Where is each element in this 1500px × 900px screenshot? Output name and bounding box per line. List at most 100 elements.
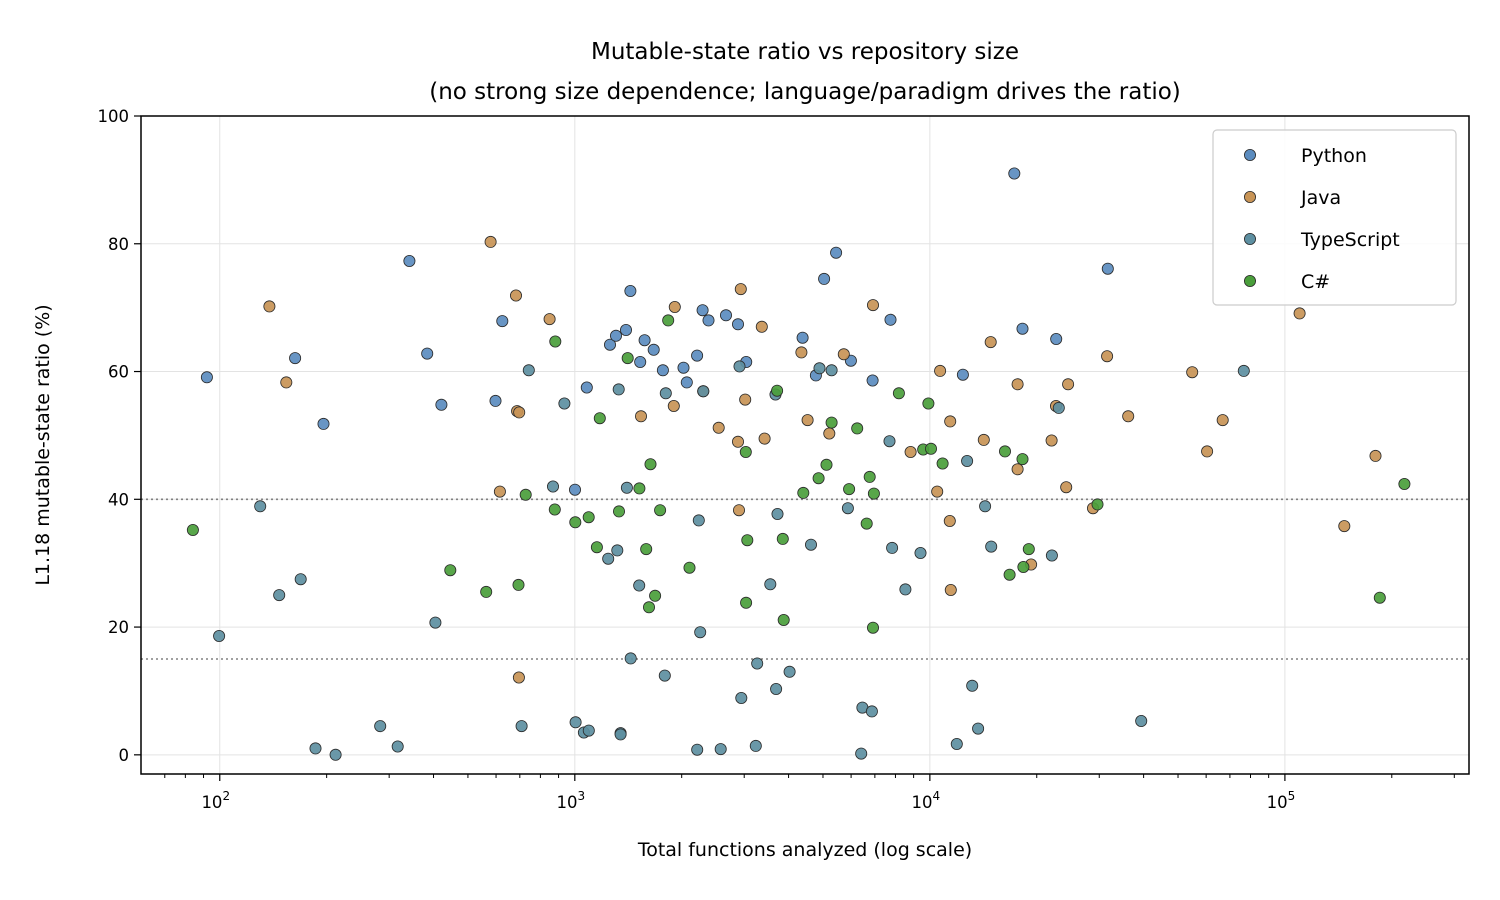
point-python <box>732 318 745 331</box>
point-python <box>656 364 669 377</box>
x-axis-label: Total functions analyzed (log scale) <box>637 839 972 861</box>
legend-label-typescript: TypeScript <box>1300 229 1400 251</box>
point-java <box>934 364 947 377</box>
point-java <box>837 348 850 361</box>
point-java <box>712 421 725 434</box>
point-python <box>435 398 448 411</box>
point-typescript <box>391 740 404 753</box>
point-java <box>263 300 276 313</box>
point-typescript <box>620 481 633 494</box>
point-python <box>796 331 809 344</box>
point-c <box>621 352 634 365</box>
point-typescript <box>329 748 342 761</box>
point-python <box>720 309 733 322</box>
point-java <box>1201 445 1214 458</box>
legend-marker-java <box>1244 190 1257 203</box>
point-java <box>944 584 957 597</box>
point-typescript <box>614 728 627 741</box>
point-java <box>280 376 293 389</box>
point-typescript <box>374 720 387 733</box>
point-java <box>904 445 917 458</box>
legend-label-python: Python <box>1301 145 1367 167</box>
point-python <box>403 254 416 267</box>
point-c <box>512 578 525 591</box>
point-typescript <box>751 657 764 670</box>
point-python <box>1101 262 1114 275</box>
point-c <box>444 564 457 577</box>
point-c <box>640 543 653 556</box>
legend-marker-typescript <box>1244 232 1257 245</box>
point-java <box>509 289 522 302</box>
point-c <box>590 541 603 554</box>
point-python <box>317 417 330 430</box>
point-python <box>691 349 704 362</box>
y-tick-label: 40 <box>108 490 129 509</box>
point-python <box>569 483 582 496</box>
point-java <box>984 336 997 349</box>
point-typescript <box>979 500 992 513</box>
point-java <box>1101 350 1114 363</box>
point-java <box>1122 410 1135 423</box>
point-java <box>493 485 506 498</box>
y-axis-ticks: 0 20 40 60 80 100 <box>98 107 141 765</box>
point-python <box>680 376 693 389</box>
y-tick-label: 20 <box>108 618 129 637</box>
point-python <box>956 368 969 381</box>
point-typescript <box>694 626 707 639</box>
point-typescript <box>733 360 746 373</box>
point-python <box>696 304 709 317</box>
point-java <box>801 414 814 427</box>
point-typescript <box>972 722 985 735</box>
point-c <box>936 457 949 470</box>
point-typescript <box>659 387 672 400</box>
point-java <box>795 346 808 359</box>
point-typescript <box>961 454 974 467</box>
point-python <box>866 374 879 387</box>
point-java <box>513 406 526 419</box>
point-typescript <box>309 742 322 755</box>
point-typescript <box>582 724 595 737</box>
point-typescript <box>633 579 646 592</box>
point-python <box>620 323 633 336</box>
point-java <box>734 283 747 296</box>
point-python <box>884 313 897 326</box>
point-c <box>1017 561 1030 574</box>
legend-marker-python <box>1244 148 1257 161</box>
point-java <box>1338 520 1351 533</box>
point-python <box>1050 332 1063 345</box>
point-c <box>892 387 905 400</box>
point-python <box>1016 322 1029 335</box>
reference-lines <box>141 498 1469 660</box>
point-c <box>654 504 667 517</box>
point-java <box>635 410 648 423</box>
point-typescript <box>841 502 854 515</box>
point-c <box>739 445 752 458</box>
x-tick-label: 102 <box>201 789 230 812</box>
point-typescript <box>602 552 615 565</box>
point-c <box>1003 568 1016 581</box>
point-c <box>480 585 493 598</box>
point-typescript <box>855 747 868 760</box>
point-typescript <box>714 743 727 756</box>
legend-label-java: Java <box>1300 187 1341 209</box>
point-java <box>732 435 745 448</box>
point-c <box>825 416 838 429</box>
point-typescript <box>783 665 796 678</box>
point-java <box>1186 366 1199 379</box>
point-c <box>1022 543 1035 556</box>
point-typescript <box>749 739 762 752</box>
point-java <box>484 235 497 248</box>
x-tick-label: 104 <box>912 789 941 812</box>
point-c <box>519 488 532 501</box>
x-axis-ticks: 102 103 104 105 <box>164 774 1455 812</box>
point-java <box>1011 463 1024 476</box>
point-python <box>638 334 651 347</box>
point-typescript <box>1237 364 1250 377</box>
point-python <box>818 272 831 285</box>
legend-marker-c <box>1244 274 1257 287</box>
point-python <box>647 343 660 356</box>
point-c <box>999 445 1012 458</box>
point-python <box>634 355 647 368</box>
point-java <box>823 427 836 440</box>
point-python <box>580 381 593 394</box>
